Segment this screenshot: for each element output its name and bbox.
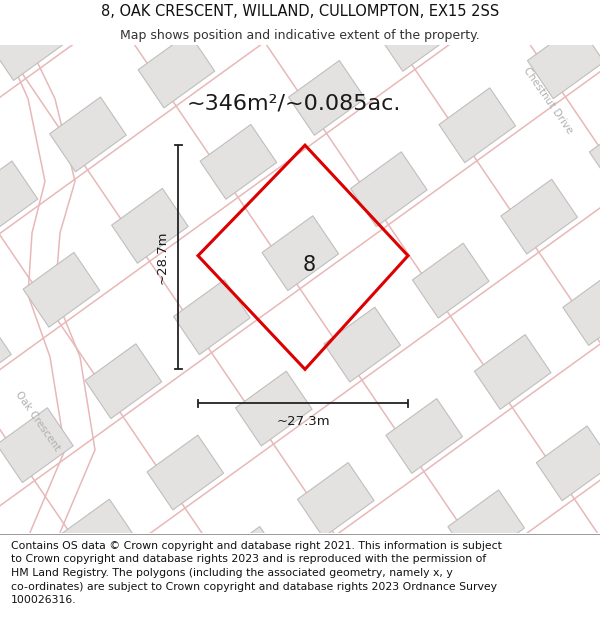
Polygon shape (298, 462, 374, 538)
Polygon shape (0, 161, 38, 236)
Text: ~346m²/~0.085ac.: ~346m²/~0.085ac. (187, 94, 401, 114)
Polygon shape (147, 435, 224, 510)
Text: 8: 8 (302, 255, 316, 275)
Polygon shape (23, 253, 100, 328)
Polygon shape (59, 499, 135, 574)
Polygon shape (598, 518, 600, 592)
Polygon shape (209, 526, 286, 601)
Polygon shape (0, 6, 64, 81)
Text: Contains OS data © Crown copyright and database right 2021. This information is : Contains OS data © Crown copyright and d… (11, 541, 502, 605)
Polygon shape (262, 216, 338, 291)
Polygon shape (412, 243, 489, 318)
Polygon shape (0, 408, 73, 482)
Polygon shape (227, 0, 303, 44)
Polygon shape (173, 280, 250, 354)
Polygon shape (138, 33, 215, 108)
Polygon shape (527, 24, 600, 99)
Polygon shape (50, 97, 126, 172)
Polygon shape (563, 271, 600, 346)
Polygon shape (448, 490, 524, 565)
Text: Oak Crescent: Oak Crescent (14, 389, 62, 452)
Text: 8, OAK CRESCENT, WILLAND, CULLOMPTON, EX15 2SS: 8, OAK CRESCENT, WILLAND, CULLOMPTON, EX… (101, 4, 499, 19)
Polygon shape (0, 316, 11, 391)
Polygon shape (386, 399, 463, 473)
Polygon shape (236, 371, 312, 446)
Polygon shape (200, 124, 277, 199)
Polygon shape (439, 88, 515, 162)
Polygon shape (475, 334, 551, 409)
Polygon shape (501, 179, 578, 254)
Polygon shape (377, 0, 454, 71)
Polygon shape (85, 344, 161, 419)
Text: Map shows position and indicative extent of the property.: Map shows position and indicative extent… (120, 29, 480, 42)
Polygon shape (536, 426, 600, 501)
Polygon shape (289, 61, 365, 135)
Text: ~27.3m: ~27.3m (276, 416, 330, 429)
Polygon shape (589, 115, 600, 190)
Polygon shape (324, 307, 401, 382)
Polygon shape (350, 152, 427, 227)
Text: Chestnut Drive: Chestnut Drive (521, 66, 575, 136)
Polygon shape (112, 188, 188, 263)
Text: ~28.7m: ~28.7m (155, 231, 169, 284)
